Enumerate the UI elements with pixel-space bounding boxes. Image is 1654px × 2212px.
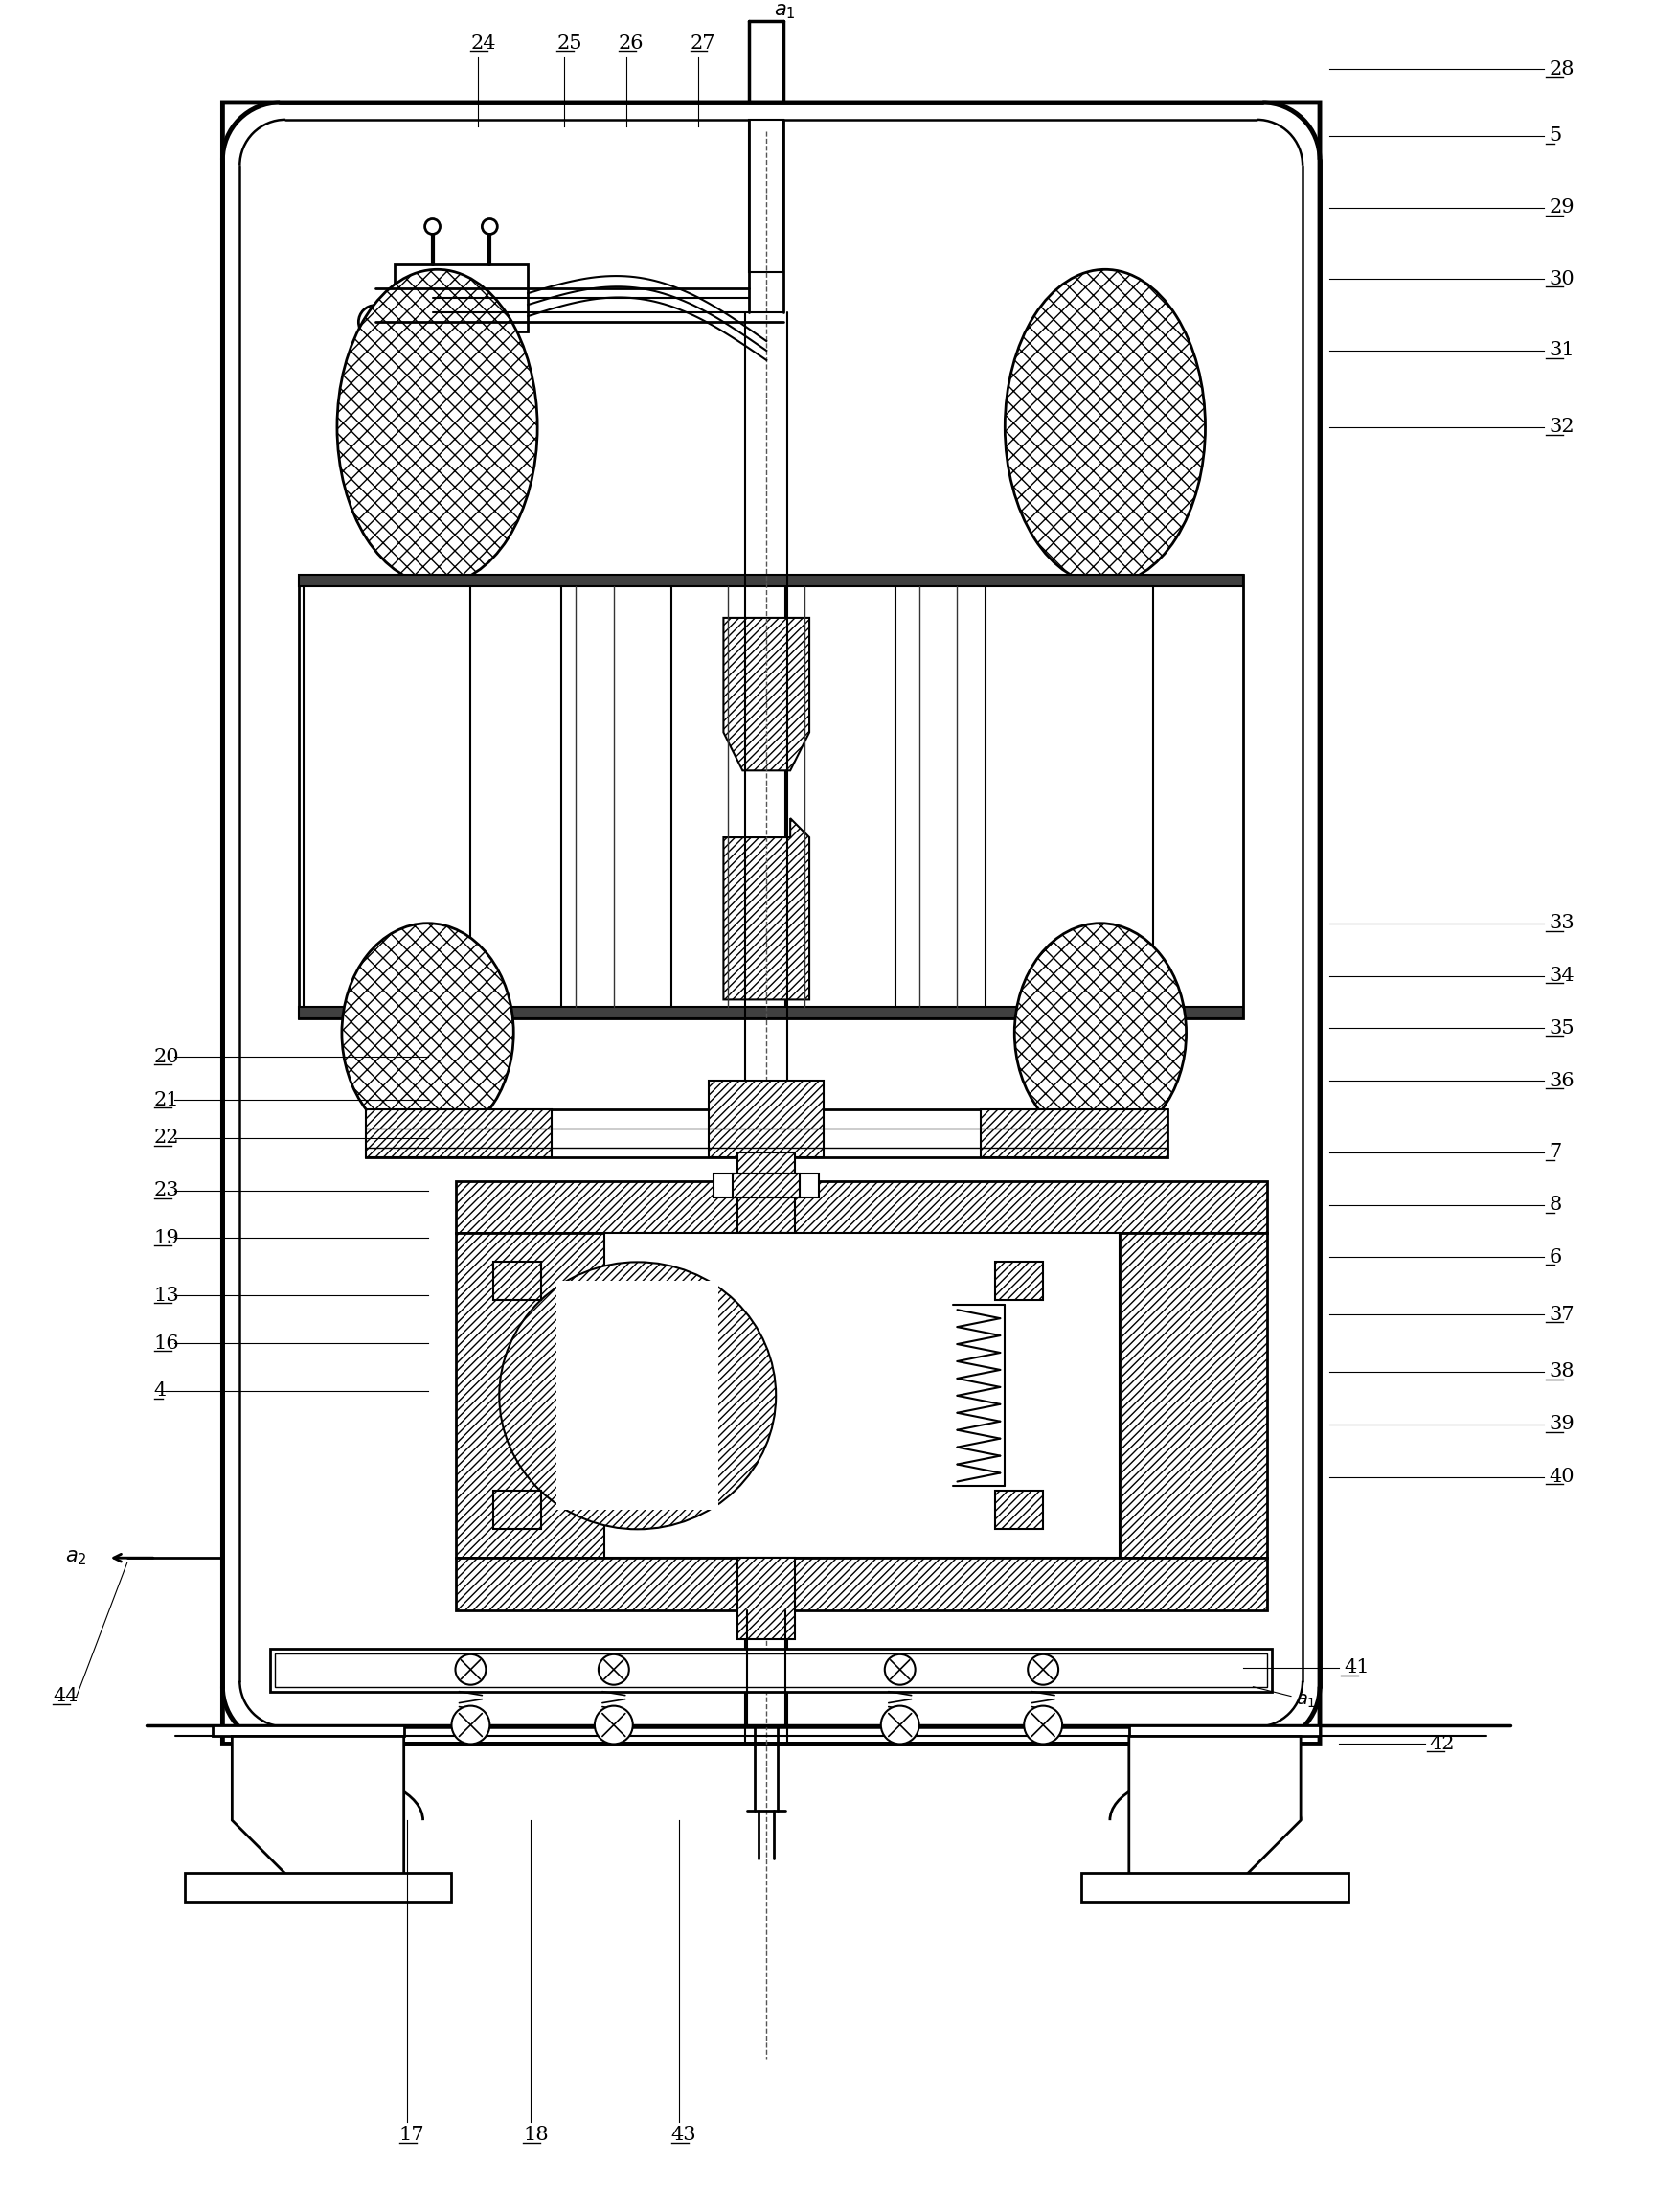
Bar — [270, 1648, 1272, 1692]
Text: 41: 41 — [1343, 1659, 1370, 1677]
Bar — [710, 1082, 824, 1157]
Bar — [556, 1281, 719, 1511]
Text: $a_1$: $a_1$ — [774, 2, 796, 22]
Text: 32: 32 — [1548, 418, 1575, 436]
Text: 18: 18 — [523, 2126, 549, 2143]
Text: 33: 33 — [1548, 914, 1575, 931]
Text: 25: 25 — [556, 33, 582, 53]
Text: 29: 29 — [1548, 199, 1575, 217]
Circle shape — [1024, 1705, 1062, 1743]
Text: 42: 42 — [1429, 1734, 1456, 1754]
Polygon shape — [1130, 1736, 1300, 1878]
Text: 13: 13 — [154, 1287, 180, 1305]
Polygon shape — [723, 818, 809, 1000]
Text: 4: 4 — [154, 1382, 167, 1400]
Bar — [457, 1234, 604, 1557]
Text: 31: 31 — [1548, 341, 1575, 361]
Text: 44: 44 — [53, 1688, 78, 1705]
Text: 6: 6 — [1548, 1248, 1561, 1265]
Bar — [733, 1172, 801, 1197]
Text: 21: 21 — [154, 1091, 179, 1108]
Text: 39: 39 — [1548, 1416, 1575, 1433]
Text: 28: 28 — [1548, 60, 1575, 77]
Circle shape — [885, 1655, 915, 1686]
FancyBboxPatch shape — [223, 102, 1320, 1743]
Bar — [366, 1110, 552, 1157]
Bar — [457, 1557, 1267, 1610]
Ellipse shape — [342, 922, 514, 1144]
Text: 20: 20 — [154, 1048, 179, 1066]
Text: 30: 30 — [1548, 270, 1575, 288]
Polygon shape — [394, 265, 528, 352]
Text: $a_2$: $a_2$ — [65, 1548, 88, 1568]
Bar — [493, 1491, 541, 1528]
Bar — [184, 1874, 452, 1902]
Circle shape — [1027, 1655, 1059, 1686]
Bar — [366, 1110, 1168, 1157]
Bar — [996, 1263, 1044, 1301]
Text: 27: 27 — [690, 33, 716, 53]
Bar — [715, 1172, 819, 1197]
Polygon shape — [213, 1725, 404, 1736]
Circle shape — [452, 1705, 490, 1743]
Polygon shape — [232, 1736, 404, 1878]
Text: 37: 37 — [1548, 1305, 1575, 1323]
Text: 7: 7 — [1548, 1144, 1561, 1161]
Bar — [299, 575, 1244, 586]
Ellipse shape — [500, 1263, 776, 1528]
Text: 23: 23 — [154, 1181, 179, 1199]
Circle shape — [481, 219, 498, 234]
Text: $a_1$: $a_1$ — [1297, 1692, 1317, 1710]
Bar — [996, 1491, 1044, 1528]
Bar — [299, 575, 1244, 1020]
Text: 40: 40 — [1548, 1467, 1575, 1486]
Bar — [786, 580, 895, 1013]
Bar — [299, 1006, 1244, 1020]
Bar — [738, 1557, 796, 1639]
Ellipse shape — [1014, 922, 1186, 1144]
Bar — [304, 580, 471, 1013]
Text: 34: 34 — [1548, 967, 1575, 984]
Text: 36: 36 — [1548, 1071, 1575, 1091]
Circle shape — [599, 1655, 629, 1686]
Text: 38: 38 — [1548, 1363, 1575, 1380]
Text: 35: 35 — [1548, 1020, 1575, 1037]
Text: 24: 24 — [471, 33, 496, 53]
Bar — [1082, 1874, 1348, 1902]
Circle shape — [882, 1705, 920, 1743]
Text: 16: 16 — [154, 1334, 179, 1352]
Circle shape — [425, 219, 440, 234]
Bar — [749, 119, 784, 272]
Polygon shape — [723, 617, 809, 770]
Bar — [738, 1152, 796, 1234]
Text: 26: 26 — [619, 33, 643, 53]
Bar — [275, 1652, 1267, 1688]
Text: 22: 22 — [154, 1128, 179, 1148]
Text: 43: 43 — [672, 2126, 696, 2143]
Polygon shape — [1130, 1725, 1320, 1736]
Circle shape — [455, 1655, 486, 1686]
Bar — [1120, 1234, 1267, 1557]
Text: 17: 17 — [399, 2126, 425, 2143]
Circle shape — [595, 1705, 633, 1743]
Bar — [561, 580, 672, 1013]
Text: 8: 8 — [1548, 1197, 1561, 1214]
Ellipse shape — [1006, 270, 1206, 584]
Text: 5: 5 — [1548, 126, 1561, 146]
Text: 19: 19 — [154, 1230, 180, 1248]
Bar — [986, 580, 1153, 1013]
Ellipse shape — [337, 270, 538, 584]
Bar — [493, 1263, 541, 1301]
Bar — [457, 1181, 1267, 1234]
Bar — [604, 1234, 1120, 1557]
Bar — [981, 1110, 1168, 1157]
